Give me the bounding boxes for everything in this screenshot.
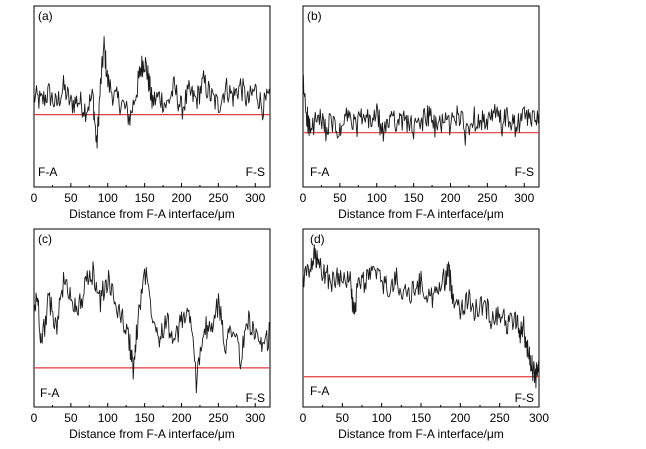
plot-frame [302, 228, 540, 408]
panel-label: (c) [38, 232, 52, 246]
right-tag-f-s: F-S [246, 165, 265, 179]
x-tick-label: 200 [171, 191, 191, 205]
x-tick-label: 50 [336, 411, 350, 425]
panel-b: (b) F-A F-S Distance from F-A interface/… [300, 5, 540, 221]
x-tick-label: 0 [300, 191, 307, 205]
x-tick-label: 200 [450, 411, 470, 425]
x-tick-label: 100 [367, 191, 387, 205]
x-tick-label: 100 [98, 411, 118, 425]
x-tick-label: 250 [208, 191, 228, 205]
x-tick-label: 0 [31, 191, 38, 205]
panel-label: (b) [307, 9, 322, 23]
plot-frame [302, 5, 540, 188]
x-tick-label: 200 [171, 411, 191, 425]
x-tick-label: 300 [529, 411, 549, 425]
x-tick-label: 100 [98, 191, 118, 205]
x-axis-label: Distance from F-A interface/μm [69, 427, 235, 441]
x-tick-label: 150 [411, 411, 431, 425]
series-line [33, 261, 271, 394]
x-axis-label: Distance from F-A interface/μm [69, 207, 235, 221]
series-line [33, 36, 271, 149]
x-tick-label: 250 [208, 411, 228, 425]
left-tag-f-a: F-A [310, 165, 329, 179]
panel-d: (d) F-A F-S Distance from F-A interface/… [300, 228, 549, 441]
x-tick-label: 50 [333, 191, 347, 205]
left-tag-f-a: F-A [38, 165, 57, 179]
x-tick-label: 300 [245, 411, 265, 425]
plot-frame [33, 228, 271, 408]
panel-label: (a) [38, 9, 53, 23]
x-tick-label: 200 [440, 191, 460, 205]
x-axis-label: Distance from F-A interface/μm [338, 427, 504, 441]
x-axis-label: Distance from F-A interface/μm [338, 207, 504, 221]
series-line [302, 74, 540, 146]
x-tick-label: 0 [31, 411, 38, 425]
series-line [302, 244, 540, 389]
left-tag-f-a: F-A [310, 384, 329, 398]
panel-c: (c) F-A F-S Distance from F-A interface/… [31, 228, 271, 441]
left-tag-f-a: F-A [40, 386, 59, 400]
x-tick-label: 300 [514, 191, 534, 205]
x-tick-label: 150 [404, 191, 424, 205]
x-tick-label: 150 [135, 411, 155, 425]
x-tick-label: 250 [490, 411, 510, 425]
panel-a: (a) F-A F-S Distance from F-A interface/… [31, 5, 271, 221]
x-tick-label: 300 [245, 191, 265, 205]
right-tag-f-s: F-S [515, 391, 534, 405]
x-tick-label: 50 [64, 411, 78, 425]
x-tick-label: 0 [300, 411, 307, 425]
x-tick-label: 50 [64, 191, 78, 205]
x-tick-label: 150 [135, 191, 155, 205]
right-tag-f-s: F-S [246, 391, 265, 405]
x-tick-label: 250 [477, 191, 497, 205]
x-tick-label: 100 [372, 411, 392, 425]
right-tag-f-s: F-S [515, 165, 534, 179]
panel-label: (d) [310, 232, 325, 246]
